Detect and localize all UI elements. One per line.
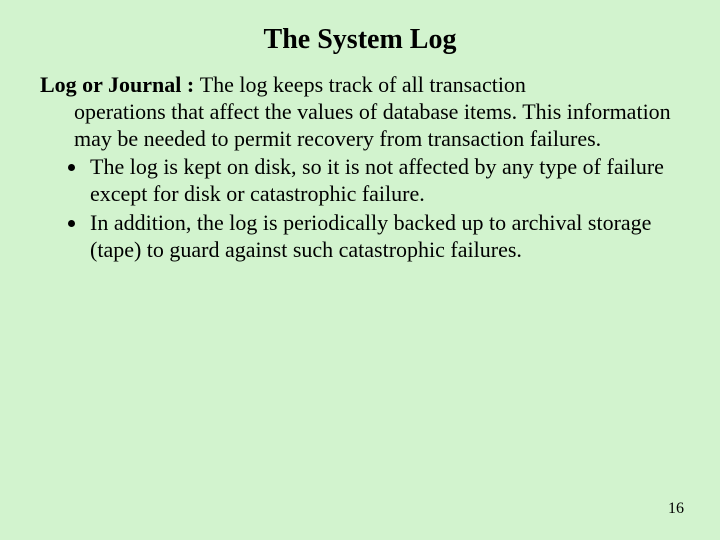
lead-first-line: The log keeps track of all transaction	[200, 72, 526, 97]
slide-title: The System Log	[0, 0, 720, 66]
slide-body: Log or Journal : The log keeps track of …	[0, 72, 720, 264]
page-number: 16	[668, 500, 684, 518]
list-item: The log is kept on disk, so it is not af…	[88, 154, 680, 208]
lead-label: Log or Journal :	[40, 72, 200, 97]
slide: The System Log Log or Journal : The log …	[0, 0, 720, 540]
bullet-list: The log is kept on disk, so it is not af…	[40, 154, 680, 263]
lead-paragraph: Log or Journal : The log keeps track of …	[40, 72, 680, 152]
list-item: In addition, the log is periodically bac…	[88, 210, 680, 264]
lead-continuation: operations that affect the values of dat…	[40, 99, 680, 153]
